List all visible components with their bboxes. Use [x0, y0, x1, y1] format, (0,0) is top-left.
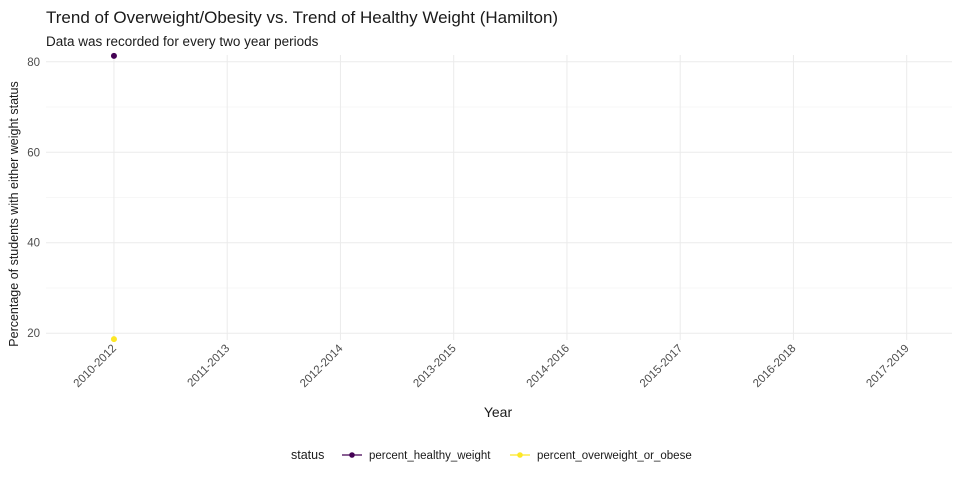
x-tick-labels: 2010-2012 2011-2013 2012-2014 2013-2015 2014… — [72, 342, 912, 390]
y-tick-labels: 20 40 60 80 — [27, 57, 40, 340]
legend-point-healthy — [349, 452, 355, 458]
legend-title: status — [291, 448, 324, 462]
data-point — [110, 52, 117, 59]
legend-key-overweight — [510, 452, 530, 458]
y-tick-label: 40 — [27, 238, 40, 250]
x-tick-label: 2012-2014 — [298, 342, 346, 390]
y-tick-label: 20 — [27, 328, 40, 340]
x-tick-label: 2015-2017 — [638, 343, 685, 390]
legend-point-overweight — [517, 452, 523, 458]
y-tick-label: 80 — [27, 57, 40, 69]
data-points — [110, 52, 117, 343]
x-tick-label: 2011-2013 — [186, 343, 233, 390]
legend-label-overweight: percent_overweight_or_obese — [537, 450, 692, 462]
x-tick-label: 2016-2018 — [751, 343, 798, 390]
legend-label-healthy: percent_healthy_weight — [369, 450, 491, 462]
x-tick-label: 2010-2012 — [72, 343, 119, 390]
y-tick-label: 60 — [27, 147, 40, 159]
data-point — [110, 336, 117, 343]
plot-grid — [46, 55, 952, 340]
chart-title: Trend of Overweight/Obesity vs. Trend of… — [46, 8, 558, 27]
x-tick-label: 2017-2019 — [864, 343, 911, 390]
legend-key-healthy — [342, 452, 362, 458]
y-axis-title: Percentage of students with either weigh… — [7, 81, 21, 346]
x-tick-label: 2013-2015 — [411, 343, 458, 390]
chart-subtitle: Data was recorded for every two year per… — [46, 34, 319, 49]
x-tick-label: 2014-2016 — [525, 343, 572, 390]
x-axis-title: Year — [484, 404, 513, 420]
legend: status percent_healthy_weight percent_ov… — [291, 448, 692, 462]
